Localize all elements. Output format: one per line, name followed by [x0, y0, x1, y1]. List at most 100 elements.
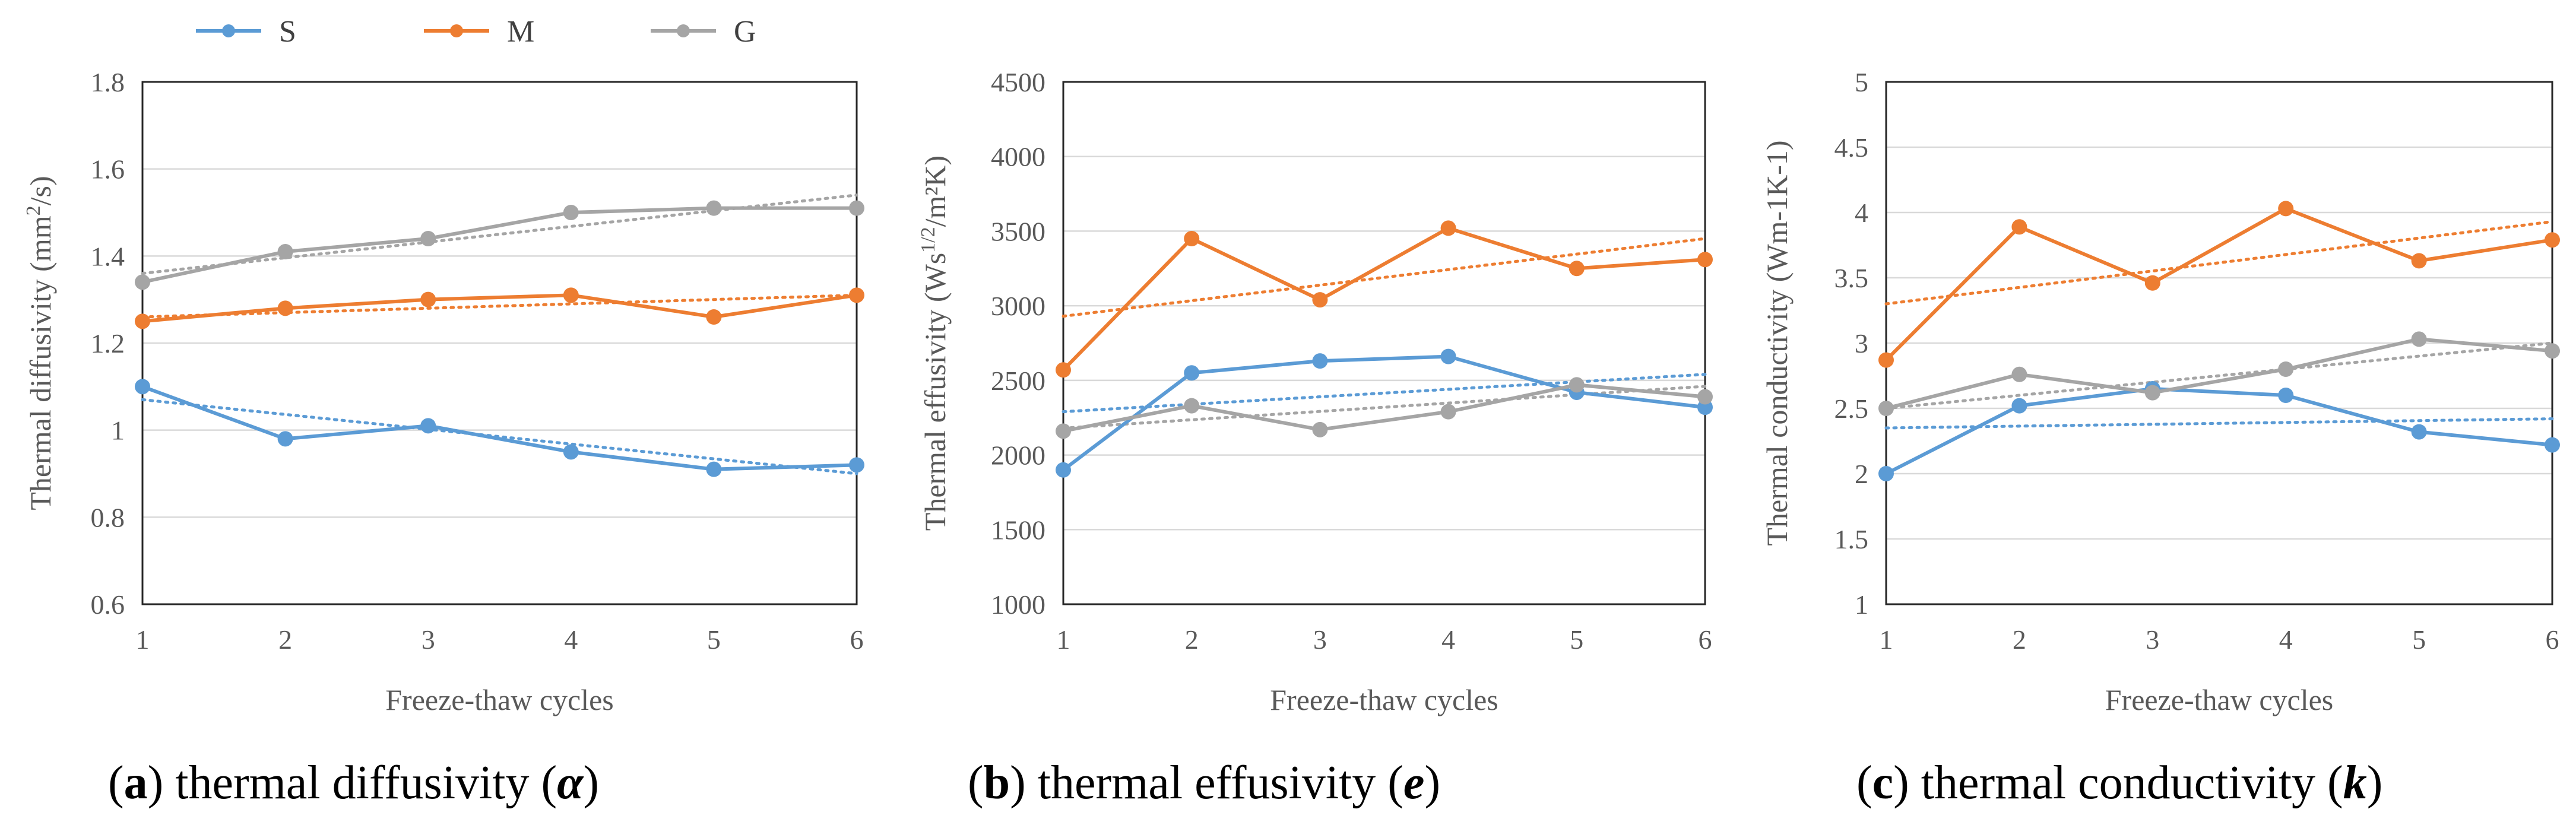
legend-label-m: M	[507, 15, 534, 49]
data-point-s	[1312, 353, 1328, 369]
data-point-g	[2144, 385, 2160, 401]
x-tick-label: 1	[1057, 624, 1070, 655]
data-point-g	[420, 231, 436, 246]
x-tick-label: 3	[1313, 624, 1327, 655]
x-axis-title: Freeze-thaw cycles	[1270, 683, 1498, 716]
data-point-m	[277, 300, 293, 316]
data-point-s	[1184, 365, 1200, 381]
data-point-m	[1056, 362, 1071, 378]
y-tick-label: 3	[1855, 328, 1868, 359]
data-point-s	[135, 379, 150, 395]
data-point-g	[563, 205, 579, 220]
x-tick-label: 6	[1699, 624, 1712, 655]
data-point-s	[2411, 424, 2427, 440]
y-tick-label: 3000	[991, 291, 1045, 321]
data-point-g	[2278, 361, 2294, 377]
series-line-g	[1886, 337, 2553, 410]
data-point-m	[563, 287, 579, 303]
data-point-g	[1312, 421, 1328, 437]
x-tick-label: 5	[707, 624, 721, 655]
data-point-g	[706, 200, 722, 216]
data-point-g	[1569, 377, 1585, 393]
x-axis-title: Freeze-thaw cycles	[385, 683, 614, 716]
y-tick-label: 2000	[991, 440, 1045, 471]
plot-frame	[1062, 81, 1706, 605]
chart-caption: (b) thermal effusivity (e)	[968, 757, 1440, 809]
data-point-m	[2278, 201, 2294, 217]
trendline-g	[1884, 341, 2554, 410]
data-point-s	[420, 418, 436, 434]
data-point-g	[2411, 331, 2427, 347]
y-tick-label: 1.2	[91, 328, 125, 359]
trendline-m	[1884, 220, 2554, 306]
data-point-g	[135, 274, 150, 290]
legend-marker-s	[222, 24, 235, 37]
y-tick-label: 4	[1855, 198, 1868, 228]
data-point-m	[1312, 292, 1328, 308]
x-tick-label: 2	[2013, 624, 2026, 655]
y-axis-title: Thermal effusivity (Ws1/2/m²K)	[917, 156, 952, 531]
x-tick-label: 4	[2279, 624, 2293, 655]
y-tick-label: 0.6	[91, 589, 125, 620]
data-point-m	[2144, 275, 2160, 291]
series-line-m	[1062, 226, 1706, 372]
chart-caption: (a) thermal diffusivity (α)	[108, 757, 599, 809]
x-tick-label: 2	[1185, 624, 1199, 655]
y-tick-label: 1.5	[1834, 524, 1869, 554]
x-tick-label: 5	[2412, 624, 2426, 655]
data-point-g	[1697, 389, 1713, 405]
legend-marker-m	[450, 24, 463, 37]
data-point-m	[1697, 252, 1713, 268]
data-point-s	[1056, 462, 1071, 478]
chart-caption: (c) thermal conductivity (k)	[1856, 757, 2382, 809]
data-point-m	[706, 309, 722, 325]
data-point-m	[2011, 219, 2027, 235]
y-tick-label: 1	[111, 415, 125, 446]
series-line-s	[141, 385, 857, 471]
series-line-s	[1885, 387, 2553, 475]
data-point-s	[1878, 466, 1894, 481]
y-tick-label: 1.8	[91, 67, 125, 97]
data-point-g	[849, 200, 864, 216]
data-point-g	[2545, 343, 2560, 359]
legend-item-s: S	[196, 15, 296, 49]
chart-c: 1 1.5 2 2.5 3 3.5 4 4.5 5 1 2 3 4 5 6 Freeze-thaw cycle…	[1760, 67, 2560, 809]
data-point-m	[1569, 261, 1585, 277]
data-point-m	[1440, 220, 1456, 236]
y-tick-label: 1000	[991, 589, 1045, 620]
chart-b: 1000 1500 2000 2500 3000 3500 4000 4500 1 2 3 4 5 6 Fr…	[917, 67, 1713, 809]
charts: 0.6 0.8 1 1.2 1.4 1.6 1.8 1 2 3 4 5 6 Freeze-thaw cyc…	[23, 67, 2560, 809]
data-point-s	[2545, 437, 2560, 453]
trendline-s	[1884, 417, 2554, 430]
chart-a: 0.6 0.8 1 1.2 1.4 1.6 1.8 1 2 3 4 5 6 Freeze-thaw cyc…	[23, 67, 864, 809]
y-tick-label: 3.5	[1834, 263, 1869, 293]
y-tick-label: 1500	[991, 515, 1045, 545]
series-line-g	[1063, 383, 1706, 433]
x-tick-label: 6	[2546, 624, 2559, 655]
data-point-g	[1440, 404, 1456, 420]
data-point-s	[849, 457, 864, 473]
legend-marker-g	[677, 24, 690, 37]
series-line-g	[142, 206, 857, 284]
legend-item-g: G	[651, 15, 756, 49]
data-point-m	[135, 313, 150, 329]
trendline-s	[1062, 373, 1707, 414]
series-line-s	[1062, 354, 1706, 472]
data-point-g	[1878, 401, 1894, 416]
legend-label-s: S	[279, 15, 296, 49]
y-tick-label: 4500	[991, 67, 1045, 97]
plot-frame	[141, 81, 858, 605]
data-point-g	[1184, 398, 1200, 414]
x-tick-label: 1	[136, 624, 150, 655]
x-tick-label: 6	[850, 624, 864, 655]
plot-frame	[1885, 81, 2553, 605]
data-point-m	[2411, 253, 2427, 269]
data-point-s	[1440, 348, 1456, 364]
y-tick-label: 2	[1855, 459, 1868, 489]
data-point-m	[420, 291, 436, 307]
data-point-s	[2011, 398, 2027, 414]
data-point-m	[1878, 352, 1894, 368]
x-tick-label: 3	[2146, 624, 2159, 655]
